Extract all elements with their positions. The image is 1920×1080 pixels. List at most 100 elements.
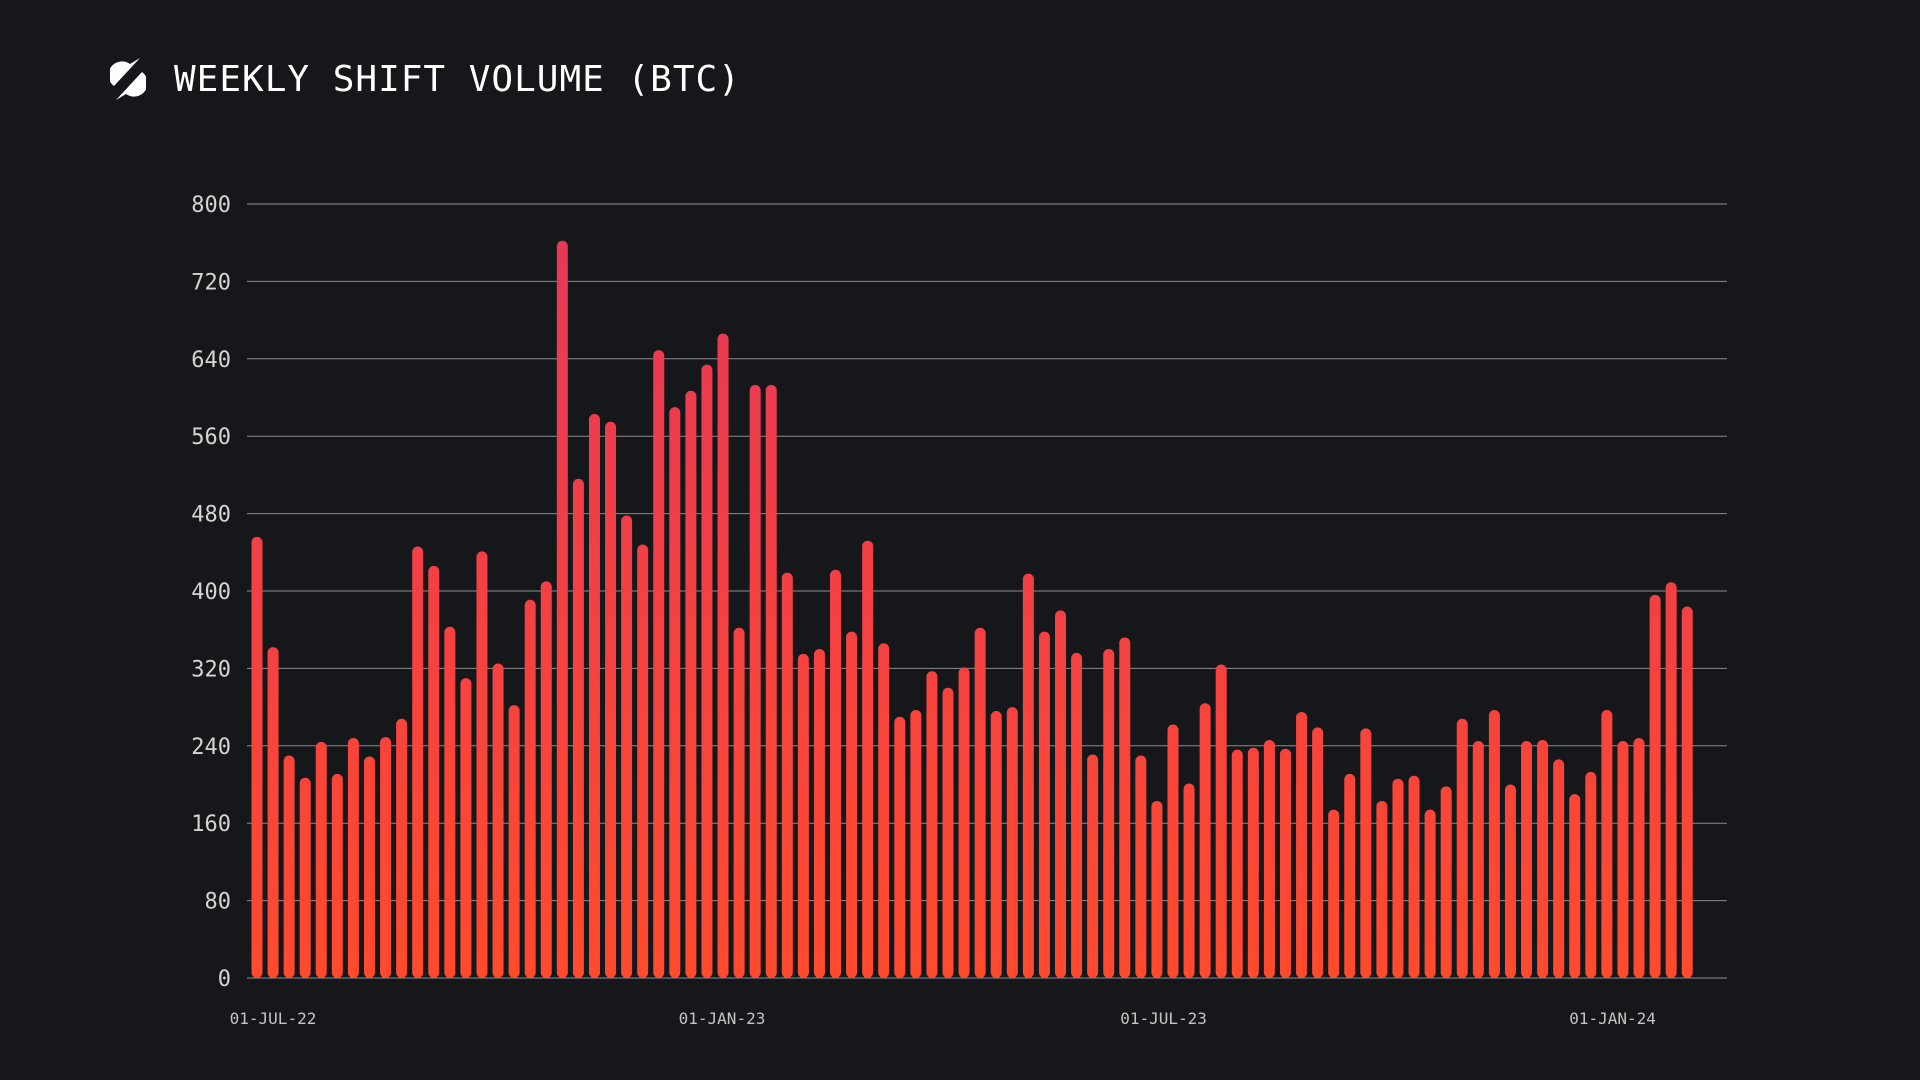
bar — [1231, 749, 1243, 978]
bar — [1569, 794, 1581, 978]
bar — [1022, 573, 1034, 978]
y-tick-label: 480 — [191, 503, 231, 528]
bar — [653, 350, 665, 979]
bar — [460, 678, 472, 978]
bar — [1103, 649, 1115, 978]
y-tick-label: 320 — [191, 657, 231, 682]
bar — [283, 755, 295, 978]
bar — [1215, 664, 1227, 978]
bar — [251, 536, 263, 978]
bar — [1633, 738, 1645, 978]
bar — [1119, 637, 1131, 978]
bar — [1312, 727, 1324, 978]
bar — [1055, 610, 1066, 978]
bar — [396, 718, 408, 978]
bar — [685, 390, 697, 979]
bar — [813, 649, 825, 978]
bar — [1071, 652, 1083, 978]
bar — [347, 738, 359, 978]
bar — [1665, 582, 1677, 978]
bar — [508, 705, 520, 978]
bar — [926, 671, 938, 978]
bar — [894, 716, 906, 978]
bar — [1296, 711, 1308, 978]
bar — [1585, 771, 1597, 978]
bar — [1279, 748, 1291, 978]
chart-header: WEEKLY SHIFT VOLUME (BTC) — [110, 56, 741, 102]
bar — [572, 478, 584, 978]
bar — [1087, 754, 1099, 978]
y-tick-label: 160 — [191, 812, 231, 837]
y-tick-label: 560 — [191, 425, 231, 450]
y-tick-label: 240 — [191, 735, 231, 760]
y-tick-label: 80 — [205, 890, 232, 915]
bar — [910, 710, 922, 978]
y-tick-label: 640 — [191, 348, 231, 373]
bar — [299, 777, 311, 978]
bar — [331, 773, 343, 978]
bar — [1247, 747, 1259, 978]
bar — [540, 581, 552, 978]
bar — [1504, 784, 1516, 978]
bars — [251, 240, 1693, 979]
bar — [1408, 775, 1420, 978]
bar — [1488, 710, 1500, 978]
bar — [1440, 786, 1452, 978]
bar — [990, 710, 1002, 978]
x-tick-label: 01-JAN-23 — [679, 1009, 766, 1028]
bar — [1263, 740, 1275, 978]
bar — [1456, 718, 1468, 978]
bar — [267, 647, 279, 978]
bar — [797, 653, 809, 978]
bar — [1521, 740, 1533, 978]
bar — [1006, 707, 1018, 978]
bar — [878, 643, 890, 978]
bar — [1681, 606, 1693, 978]
bar — [733, 627, 745, 978]
bar — [717, 333, 729, 978]
bar — [669, 407, 681, 978]
bar — [315, 741, 327, 978]
bar — [1344, 773, 1356, 978]
sideshift-logo-icon — [110, 58, 146, 100]
bar — [1135, 755, 1147, 978]
bar — [1472, 740, 1484, 978]
bar — [605, 421, 617, 978]
bar — [749, 384, 761, 978]
bar — [524, 599, 536, 978]
bar — [1649, 594, 1661, 978]
bar — [958, 667, 970, 978]
bar — [1537, 740, 1549, 978]
bar — [1183, 783, 1195, 978]
bar — [363, 756, 375, 978]
bar — [765, 384, 777, 978]
x-tick-label: 01-JUL-22 — [230, 1009, 317, 1028]
bar — [1360, 728, 1372, 978]
bar — [1038, 631, 1050, 978]
bar — [380, 737, 392, 978]
bar — [862, 540, 874, 978]
bar — [1617, 740, 1629, 978]
y-tick-label: 800 — [191, 193, 231, 218]
x-tick-label: 01-JAN-24 — [1569, 1009, 1656, 1028]
bar — [1424, 809, 1436, 978]
bar — [1553, 759, 1565, 978]
bar — [1392, 778, 1404, 978]
x-tick-label: 01-JUL-23 — [1120, 1009, 1207, 1028]
bar — [701, 364, 713, 978]
y-tick-label: 720 — [191, 270, 231, 295]
bar — [1151, 800, 1163, 978]
bar — [781, 572, 793, 978]
x-axis-tick-labels: 01-JUL-22 01-JAN-23 01-JUL-23 01-JAN-24 — [230, 1009, 1656, 1028]
bar — [1167, 724, 1179, 978]
bar — [1328, 809, 1340, 978]
bar — [1601, 710, 1613, 978]
bar — [476, 551, 488, 978]
bar — [588, 413, 600, 978]
bar — [444, 626, 456, 978]
bar — [637, 544, 649, 978]
y-axis-tick-labels: 0 80 160 240 320 400 480 560 640 720 800 — [191, 193, 231, 992]
bar — [412, 546, 424, 978]
y-tick-label: 0 — [218, 967, 231, 992]
